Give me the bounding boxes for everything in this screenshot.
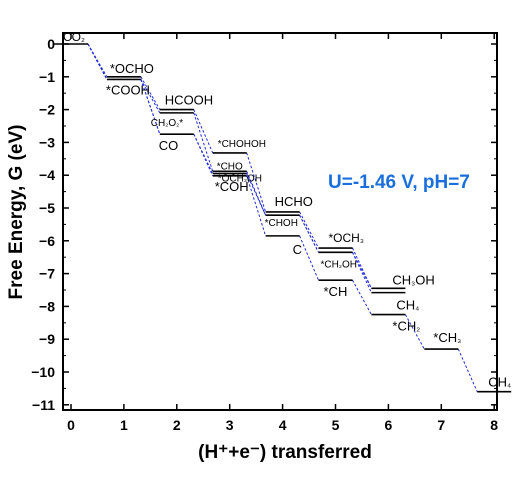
pathway-connector: [299, 214, 319, 253]
pathway-lines: [87, 43, 478, 392]
y-tick-label: −3: [39, 134, 55, 150]
species-label: *CHOHOH: [218, 139, 266, 150]
pathway-connector: [352, 252, 372, 293]
pathway-connector: [246, 173, 267, 216]
pathway-connector: [87, 43, 108, 80]
y-tick-label: 0: [47, 36, 55, 52]
pathway-connector: [140, 79, 161, 114]
pathway-connector: [352, 279, 372, 315]
pathway-connector: [193, 133, 214, 174]
y-tick-label: −7: [39, 266, 55, 282]
x-tick-label: 0: [67, 417, 75, 433]
conditions-annotation: U=-1.46 V, pH=7: [328, 172, 470, 193]
pathway-connector: [193, 133, 214, 177]
x-tick-label: 1: [120, 417, 128, 433]
y-tick-label: −11: [32, 397, 55, 413]
species-label: CO: [159, 138, 179, 153]
y-tick-label: −6: [39, 233, 55, 249]
species-label: HCHO: [275, 194, 313, 209]
y-tick-label: −2: [39, 102, 55, 118]
pathway-connector: [246, 175, 267, 237]
species-label: *CHOH: [265, 218, 298, 229]
y-tick-label: −9: [39, 331, 55, 347]
pathway-connector: [246, 171, 267, 216]
species-label: CH₃OH: [392, 272, 434, 287]
pathway-connector: [246, 152, 267, 213]
species-label: *CHO: [217, 162, 243, 173]
pathway-connector: [193, 112, 214, 172]
y-tick-label: −5: [39, 200, 55, 216]
y-tick-label: −4: [39, 167, 55, 183]
x-tick-label: 4: [279, 417, 287, 433]
x-tick-label: 8: [490, 417, 498, 433]
species-label: *OCHO: [110, 61, 154, 76]
y-tick-label: −1: [39, 69, 55, 85]
species-label: CH₂O₂*: [151, 118, 183, 129]
pathway-connector: [299, 211, 319, 249]
pathway-connector: [352, 252, 372, 289]
species-label: HCOOH: [165, 93, 213, 108]
y-tick-label: −10: [31, 364, 55, 380]
y-axis-title: Free Energy, G (eV): [6, 125, 27, 300]
x-tick-label: 3: [226, 417, 234, 433]
species-label: CH₄: [488, 375, 511, 390]
pathway-connector: [193, 109, 214, 154]
x-tick-label: 6: [385, 417, 393, 433]
species-label: *OCH₃: [329, 231, 364, 245]
species-label: CH₄: [396, 298, 419, 313]
axis-ticks: 0 −1 −2 −3 −4 −5 −6 −7 −8 −9 −10 −11 0 1 2 3 4 5 6 7 8: [31, 33, 498, 433]
species-label: *OCH₂OH: [218, 173, 262, 184]
pathway-connector: [140, 76, 161, 110]
pathway-connector: [457, 348, 478, 392]
x-tick-label: 7: [437, 417, 445, 433]
plot-frame: [62, 32, 498, 411]
species-label: *CH: [324, 284, 348, 299]
x-axis-title: (H⁺+e⁻) transferred: [198, 442, 372, 463]
species-label: *CH₂: [392, 319, 420, 334]
species-label: C: [293, 242, 302, 257]
pathway-connector: [299, 235, 319, 281]
species-label: *COH: [215, 179, 249, 194]
y-tick-label: −8: [39, 298, 55, 314]
species-label: *COOH: [106, 82, 150, 97]
x-tick-label: 2: [173, 417, 181, 433]
pathway-connector: [404, 314, 425, 350]
pathway-connector: [140, 79, 161, 135]
energy-levels: [54, 43, 512, 393]
x-tick-label: 5: [332, 417, 340, 433]
species-label: *CH₃: [433, 330, 461, 345]
species-label: *CH₂OH: [321, 259, 357, 270]
